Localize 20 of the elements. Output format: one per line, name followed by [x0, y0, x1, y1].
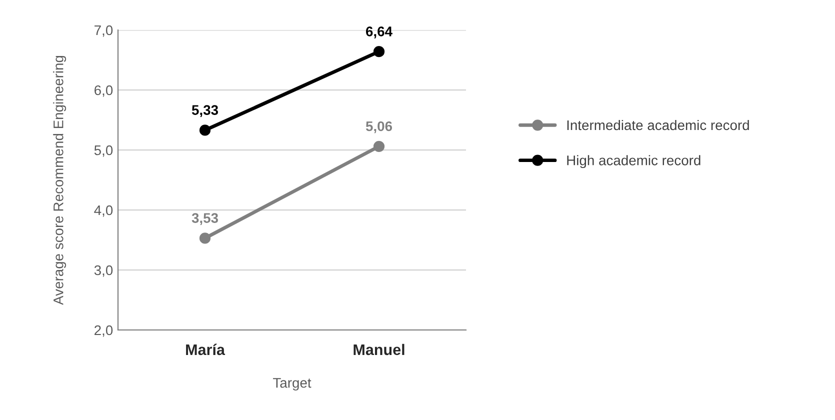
y-tick-label: 6,0	[94, 85, 113, 97]
legend-label: High academic record	[567, 155, 700, 168]
data-label: 5,06	[366, 121, 392, 134]
data-label: 5,33	[192, 105, 218, 117]
x-tick-label: Manuel	[354, 344, 404, 356]
point	[373, 46, 385, 58]
y-tick-label: 3,0	[94, 265, 113, 277]
data-label: 6,64	[366, 26, 392, 38]
y-tick-label: 4,0	[94, 205, 113, 217]
point	[199, 232, 211, 244]
data-label: 3,53	[192, 213, 218, 225]
x-tick-label: María	[186, 344, 226, 356]
y-tick-label: 7,0	[94, 25, 113, 37]
y-tick-label: 2,0	[94, 325, 113, 337]
y-tick-label: 5,0	[94, 145, 113, 157]
x-axis-title: Target	[273, 378, 312, 391]
point	[199, 124, 211, 136]
point	[373, 140, 385, 152]
y-axis-title: Average score Recommend Engineering	[53, 56, 66, 305]
legend-label: Intermediate academic record	[567, 120, 749, 130]
